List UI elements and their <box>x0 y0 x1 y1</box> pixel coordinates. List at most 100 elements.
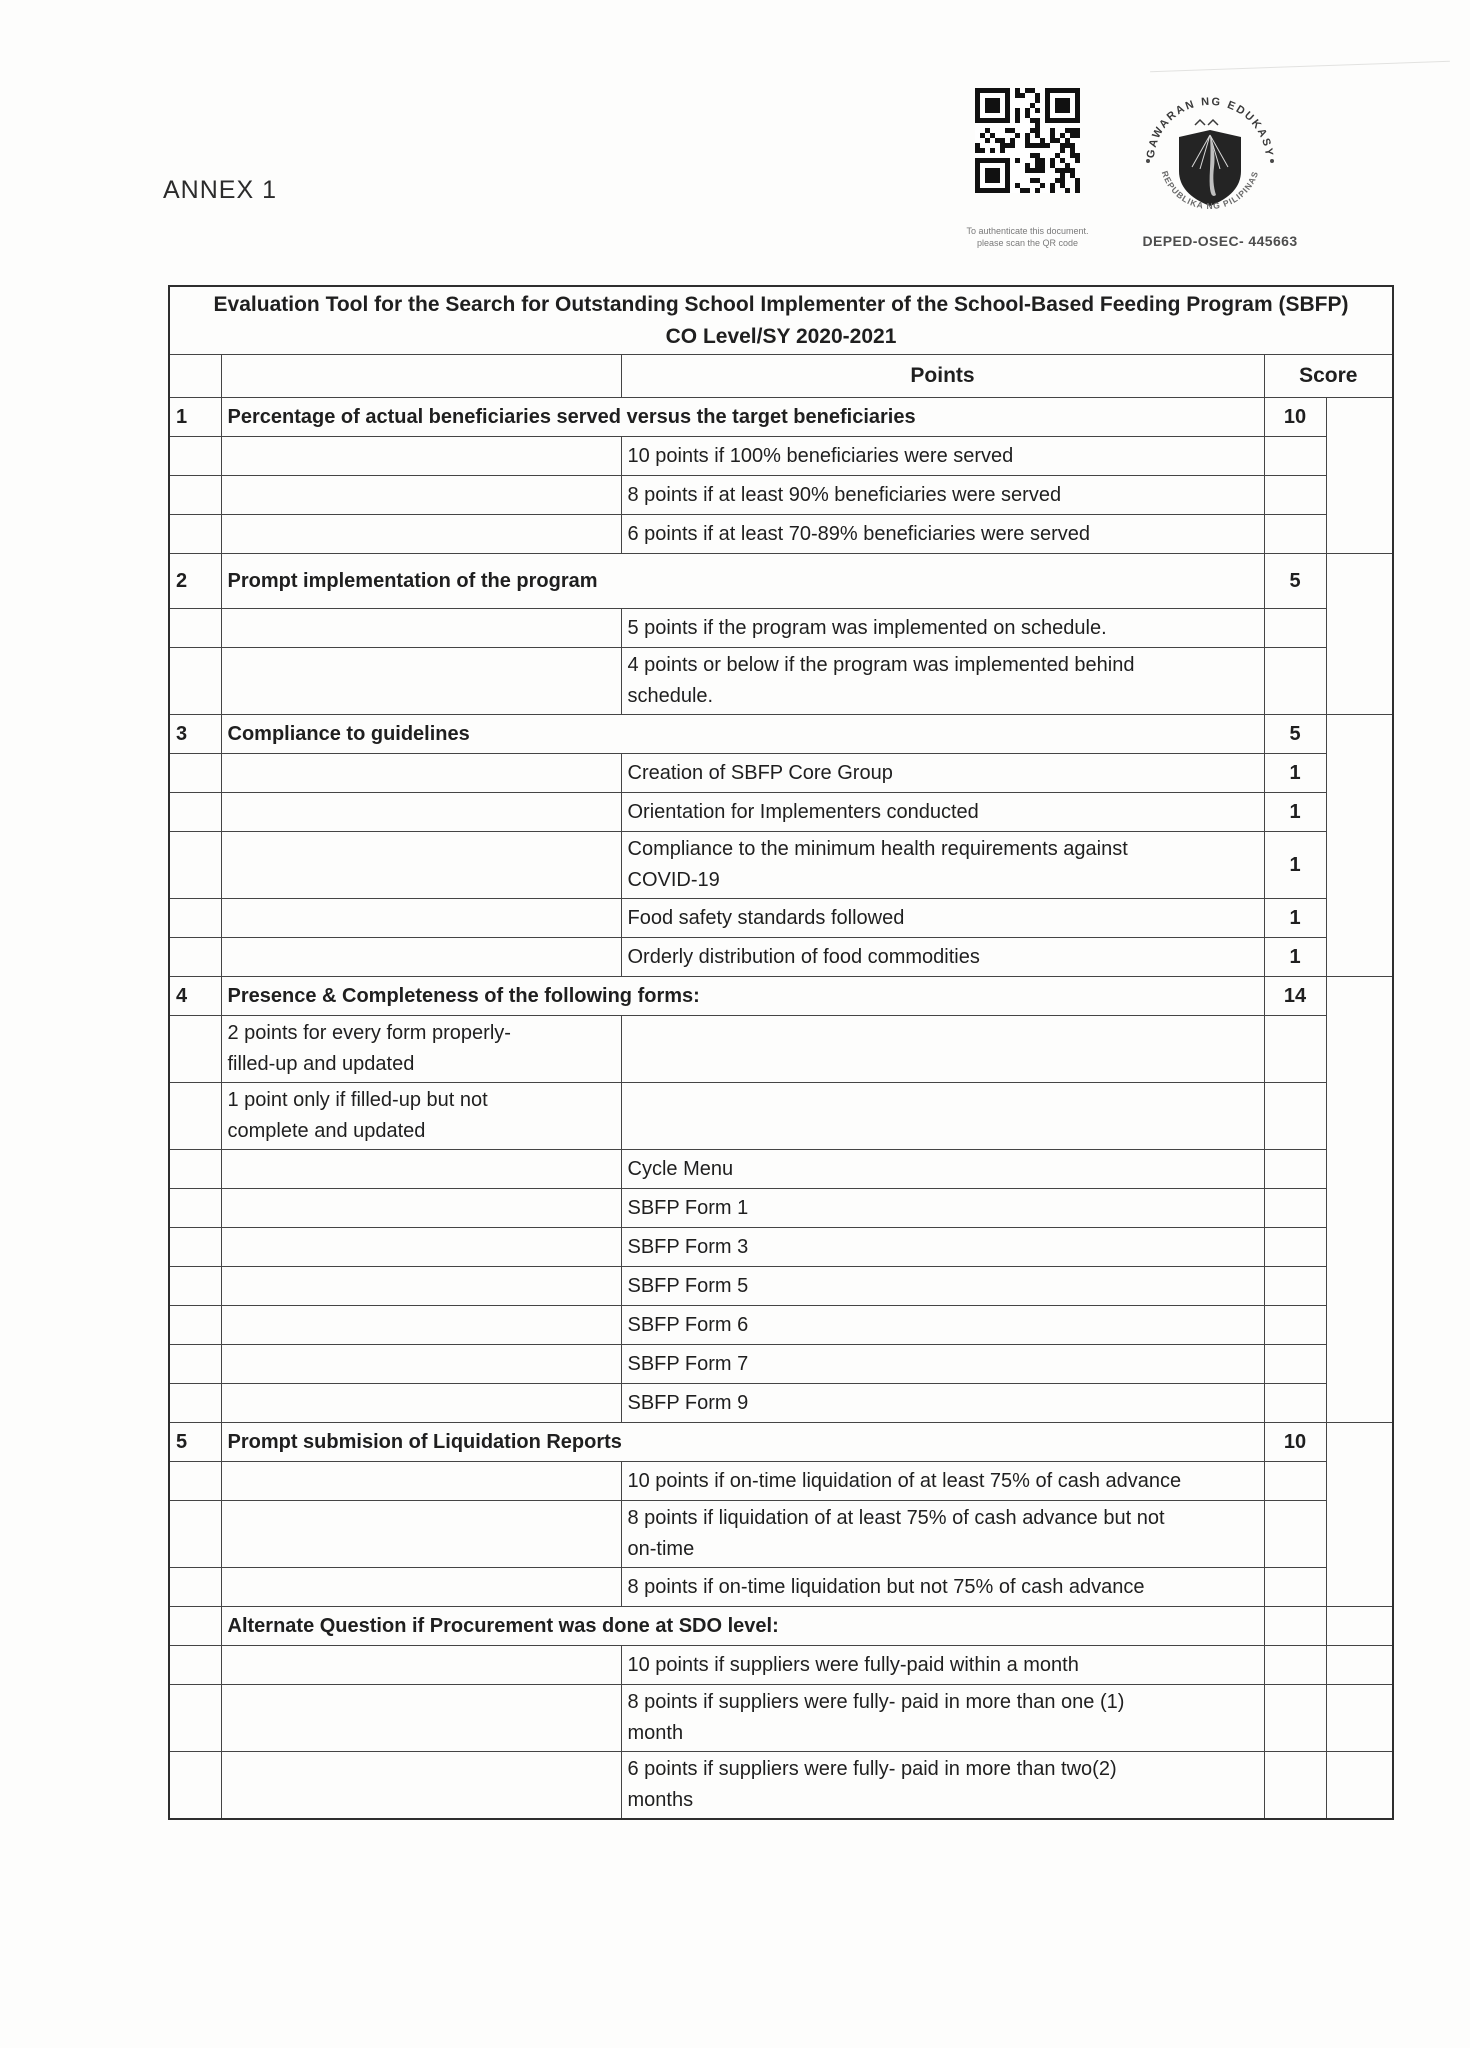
item-number-cell <box>168 753 222 793</box>
table-row: 5 points if the program was implemented … <box>168 608 1393 648</box>
table-row: SBFP Form 6 <box>168 1305 1393 1345</box>
points-value-cell <box>1263 514 1327 554</box>
points-value-cell <box>1263 1082 1327 1150</box>
points-description-cell: Orderly distribution of food commodities <box>620 937 1265 977</box>
item-number-cell <box>168 1500 222 1568</box>
item-number-cell <box>168 898 222 938</box>
score-cell <box>1325 553 1394 715</box>
deped-seal-icon: KAGAWARAN NG EDUKASYON REPUBLIKA NG PILI… <box>1140 75 1274 211</box>
criteria-cell <box>220 1684 622 1752</box>
score-cell <box>1325 714 1394 977</box>
criteria-cell <box>220 1227 622 1267</box>
table-row: Orientation for Implementers conducted 1 <box>168 792 1393 832</box>
criteria-title-cell: Prompt submision of Liquidation Reports <box>220 1422 1265 1462</box>
item-number-cell <box>168 1015 222 1083</box>
points-value-cell: 10 <box>1263 1422 1327 1462</box>
table-row: 8 points if at least 90% beneficiaries w… <box>168 475 1393 515</box>
points-description-cell: 4 points or below if the program was imp… <box>620 647 1265 715</box>
table-row: 10 points if 100% beneficiaries were ser… <box>168 436 1393 476</box>
points-value-cell: 5 <box>1263 714 1327 754</box>
points-description-cell: 10 points if 100% beneficiaries were ser… <box>620 436 1265 476</box>
criteria-note-cell: 1 point only if filled-up but not comple… <box>220 1082 622 1150</box>
item-number-cell <box>168 1461 222 1501</box>
points-value-cell: 5 <box>1263 553 1327 609</box>
seal-dot-left <box>1146 159 1150 163</box>
points-description-cell: SBFP Form 6 <box>620 1305 1265 1345</box>
points-description-cell: 8 points if suppliers were fully- paid i… <box>620 1684 1265 1752</box>
scan-artifact-line <box>1150 60 1450 74</box>
points-value-cell <box>1263 1188 1327 1228</box>
criteria-title-cell: Prompt implementation of the program <box>220 553 1265 609</box>
points-description-cell <box>620 1015 1265 1083</box>
table-row: SBFP Form 1 <box>168 1188 1393 1228</box>
table-row: Creation of SBFP Core Group 1 <box>168 753 1393 793</box>
points-value-cell <box>1263 475 1327 515</box>
points-value-cell <box>1263 1344 1327 1384</box>
item-number-cell <box>168 1227 222 1267</box>
qr-caption-line1: To authenticate this document. <box>966 226 1089 236</box>
item-number-cell <box>168 1149 222 1189</box>
points-description-cell: 8 points if on-time liquidation but not … <box>620 1567 1265 1607</box>
table-title-row: Evaluation Tool for the Search for Outst… <box>168 285 1394 355</box>
points-description-cell: 10 points if suppliers were fully-paid w… <box>620 1645 1265 1685</box>
document-code: DEPED-OSEC- 445663 <box>1142 233 1298 249</box>
points-value-cell <box>1263 1383 1327 1423</box>
qr-code-icon <box>975 88 1080 193</box>
points-value-cell <box>1263 1751 1327 1820</box>
table-row: Food safety standards followed 1 <box>168 898 1393 938</box>
criteria-cell <box>220 1305 622 1345</box>
table-row: Compliance to the minimum health require… <box>168 831 1393 899</box>
points-value-cell <box>1263 1015 1327 1083</box>
table-row: Cycle Menu <box>168 1149 1393 1189</box>
item-number-cell: 2 <box>168 553 222 609</box>
header-empty-cell <box>168 354 222 398</box>
criteria-cell <box>220 1344 622 1384</box>
points-description-cell: SBFP Form 1 <box>620 1188 1265 1228</box>
points-value-cell: 14 <box>1263 976 1327 1016</box>
seal-shield <box>1179 130 1241 206</box>
points-description-cell <box>620 1082 1265 1150</box>
criteria-title-cell: Compliance to guidelines <box>220 714 1265 754</box>
item-number-cell <box>168 1082 222 1150</box>
header-empty-cell <box>220 354 622 398</box>
table-row: SBFP Form 7 <box>168 1344 1393 1384</box>
item-number-cell <box>168 475 222 515</box>
points-description-cell: Cycle Menu <box>620 1149 1265 1189</box>
criteria-cell <box>220 1383 622 1423</box>
item-number-cell <box>168 1188 222 1228</box>
item-number-cell <box>168 1383 222 1423</box>
criteria-cell <box>220 608 622 648</box>
item-number-cell: 1 <box>168 397 222 437</box>
points-value-cell: 1 <box>1263 831 1327 899</box>
criteria-cell <box>220 1751 622 1820</box>
item-number-cell <box>168 514 222 554</box>
table-row: 4 Presence & Completeness of the followin… <box>168 976 1394 1423</box>
table-row: 1 Percentage of actual beneficiaries serv… <box>168 397 1394 554</box>
points-value-cell <box>1263 1266 1327 1306</box>
criteria-cell <box>220 514 622 554</box>
item-number-cell <box>168 1344 222 1384</box>
annex-label: ANNEX 1 <box>163 176 277 204</box>
seal-figure <box>1209 137 1216 196</box>
points-value-cell <box>1263 1227 1327 1267</box>
points-value-cell <box>1263 1305 1327 1345</box>
table-row: 2 Prompt implementation of the program 5 <box>168 553 1394 715</box>
item-number-cell <box>168 937 222 977</box>
criteria-cell <box>220 1188 622 1228</box>
table-row: 8 points if suppliers were fully- paid i… <box>168 1684 1394 1752</box>
points-value-cell: 1 <box>1263 792 1327 832</box>
item-number-cell <box>168 1266 222 1306</box>
points-value-cell <box>1263 647 1327 715</box>
criteria-cell <box>220 1266 622 1306</box>
table-row: 8 points if on-time liquidation but not … <box>168 1567 1393 1607</box>
item-number-cell <box>168 436 222 476</box>
points-description-cell: 6 points if suppliers were fully- paid i… <box>620 1751 1265 1820</box>
points-value-cell: 1 <box>1263 753 1327 793</box>
table-row: 8 points if liquidation of at least 75% … <box>168 1500 1393 1568</box>
evaluation-table-body: 1 Percentage of actual beneficiaries serv… <box>168 397 1394 1820</box>
criteria-cell <box>220 436 622 476</box>
score-cell <box>1325 976 1394 1423</box>
points-value-cell <box>1263 1645 1327 1685</box>
criteria-cell <box>220 1149 622 1189</box>
